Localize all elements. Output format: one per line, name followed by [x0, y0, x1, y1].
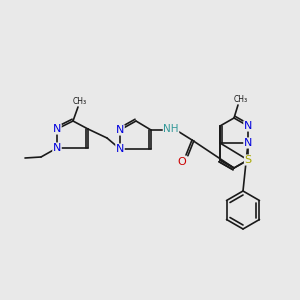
Text: N: N	[244, 138, 252, 148]
Text: CH₃: CH₃	[234, 94, 248, 103]
Text: CH₃: CH₃	[73, 97, 87, 106]
Text: S: S	[244, 155, 252, 165]
Text: N: N	[53, 124, 61, 134]
Text: N: N	[244, 121, 252, 131]
Text: NH: NH	[163, 124, 179, 134]
Text: N: N	[116, 144, 124, 154]
Text: O: O	[178, 157, 186, 167]
Text: N: N	[116, 125, 124, 135]
Text: N: N	[53, 143, 61, 153]
